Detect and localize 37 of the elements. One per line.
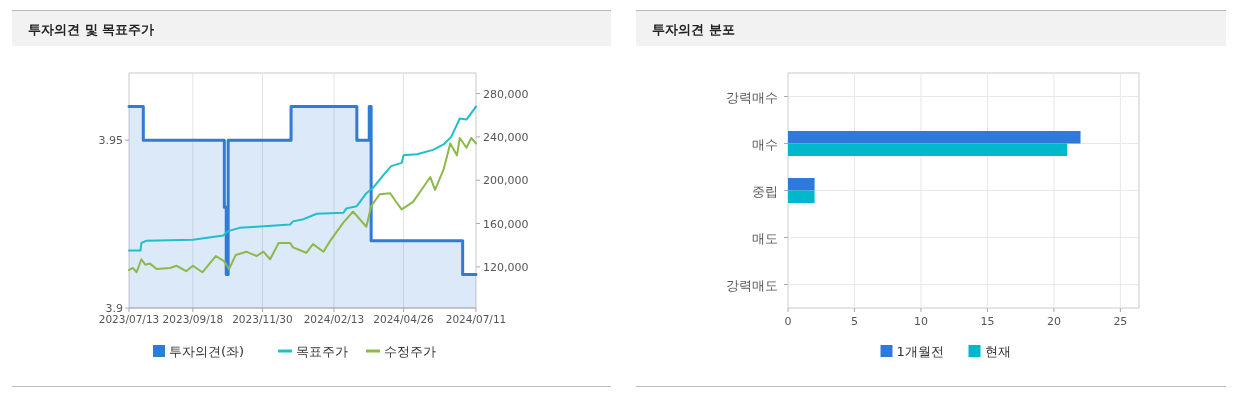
y2-tick-label: 280,000 <box>483 87 529 101</box>
x-tick-label: 25 <box>1113 315 1128 328</box>
line-series <box>128 136 477 274</box>
chart-title: 투자의견 및 목표주가 <box>28 22 155 37</box>
legend-label: 투자의견(좌) <box>169 344 245 359</box>
bar <box>788 143 1068 156</box>
y-tick-label: 중립 <box>752 183 778 199</box>
bar <box>788 190 815 203</box>
x-tick-label: 2024/04/26 <box>373 313 435 325</box>
bar <box>788 178 815 191</box>
y2-tick-label: 120,000 <box>483 260 529 274</box>
y2-tick-label: 240,000 <box>483 130 529 144</box>
y-tick-label: 3.9 <box>105 302 123 315</box>
legend-label: 1개월전 <box>896 344 944 359</box>
x-tick-label: 2023/07/13 <box>98 313 160 325</box>
x-tick-label: 2024/07/11 <box>445 313 507 325</box>
y-tick-label: 매도 <box>752 230 778 246</box>
bar <box>788 131 1081 144</box>
legend-label: 현재 <box>984 344 1011 359</box>
y-tick-label: 강력매도 <box>726 277 778 293</box>
legend-label: 목표주가 <box>296 344 348 359</box>
y2-tick-label: 200,000 <box>483 174 529 188</box>
x-tick-label: 15 <box>980 315 995 328</box>
y-tick-label: 매수 <box>752 136 778 152</box>
x-tick-label: 20 <box>1046 315 1061 328</box>
x-tick-label: 0 <box>784 315 792 328</box>
x-tick-label: 5 <box>850 315 858 328</box>
x-tick-label: 2023/09/18 <box>162 313 224 325</box>
line-series <box>128 105 477 252</box>
x-tick-label: 2024/02/13 <box>303 313 365 325</box>
x-tick-label: 10 <box>913 315 928 328</box>
y-tick-label: 3.95 <box>98 134 123 148</box>
y2-tick-label: 160,000 <box>483 217 529 231</box>
x-tick-label: 2023/11/30 <box>232 313 293 325</box>
chart-title: 투자의견 분포 <box>652 22 735 37</box>
y-tick-label: 강력매수 <box>726 89 778 105</box>
legend-label: 수정주가 <box>384 344 436 359</box>
